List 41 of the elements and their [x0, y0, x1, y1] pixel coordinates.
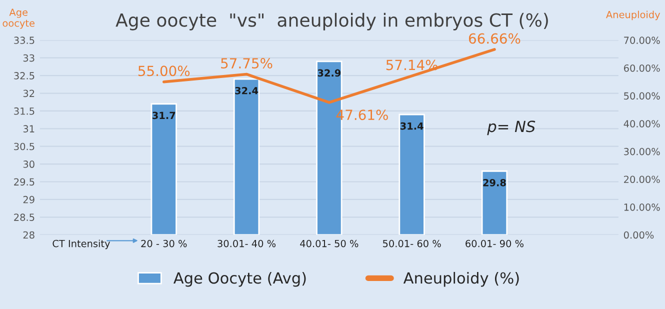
- y-tick-label: 33.5: [14, 36, 34, 44]
- data-label: 57.75%: [221, 58, 272, 69]
- data-label: 31.4: [400, 122, 424, 130]
- annotation: p= NS: [487, 120, 536, 136]
- y2-tick-label: 30.00%: [624, 148, 660, 156]
- data-label: 55.00%: [138, 66, 190, 76]
- y-tick-label: 31: [23, 125, 34, 132]
- legend-label: Age Oocyte (Avg): [174, 272, 306, 287]
- y-tick-label: 31.5: [14, 107, 34, 115]
- x-tick-label: 50.01- 60 %: [383, 240, 441, 248]
- y2-tick-label: 10.00%: [624, 204, 660, 211]
- data-label: 29.8: [483, 178, 506, 186]
- x-tick-label: 20 - 30 %: [141, 240, 187, 248]
- data-label: 66.66%: [468, 33, 520, 44]
- y-tick-label: 29.5: [14, 178, 34, 186]
- x-tick-label: 60.01- 90 %: [466, 240, 524, 248]
- y2-tick-label: 0.00%: [624, 231, 654, 239]
- y-tick-label: 29: [23, 196, 34, 204]
- y-tick-label: 30.5: [14, 142, 34, 150]
- chart-title: Age oocyte "vs" aneuploidy in embryos CT (%): [116, 12, 548, 30]
- x-tick-label: 30.01- 40 %: [218, 240, 276, 248]
- y2-tick-label: 20.00%: [624, 176, 660, 184]
- y2-tick-label: 60.00%: [624, 64, 660, 72]
- y-tick-label: 28: [23, 231, 34, 239]
- data-label: 57.14%: [386, 60, 438, 70]
- y2-tick-label: 40.00%: [624, 120, 660, 128]
- y-tick-label: 33: [23, 54, 34, 62]
- y-tick-label: 32.5: [14, 72, 34, 80]
- data-label: 32.9: [318, 69, 341, 77]
- y2-axis-title: Aneuploidy: [606, 10, 660, 20]
- data-label: 31.7: [152, 112, 176, 120]
- y2-tick-label: 50.00%: [624, 92, 660, 100]
- legend-label: Aneuploidy (%): [403, 272, 519, 287]
- y-tick-label: 28.5: [14, 214, 34, 221]
- y2-tick-label: 70.00%: [624, 36, 660, 44]
- x-tick-label: 40.01- 50 %: [300, 240, 358, 248]
- y-tick-label: 32: [23, 90, 34, 98]
- data-label: 32.4: [235, 86, 258, 94]
- y-axis-title: Age oocyte: [2, 8, 34, 29]
- x-tick-label: CT Intensity: [52, 240, 110, 250]
- y-tick-label: 30: [23, 160, 34, 168]
